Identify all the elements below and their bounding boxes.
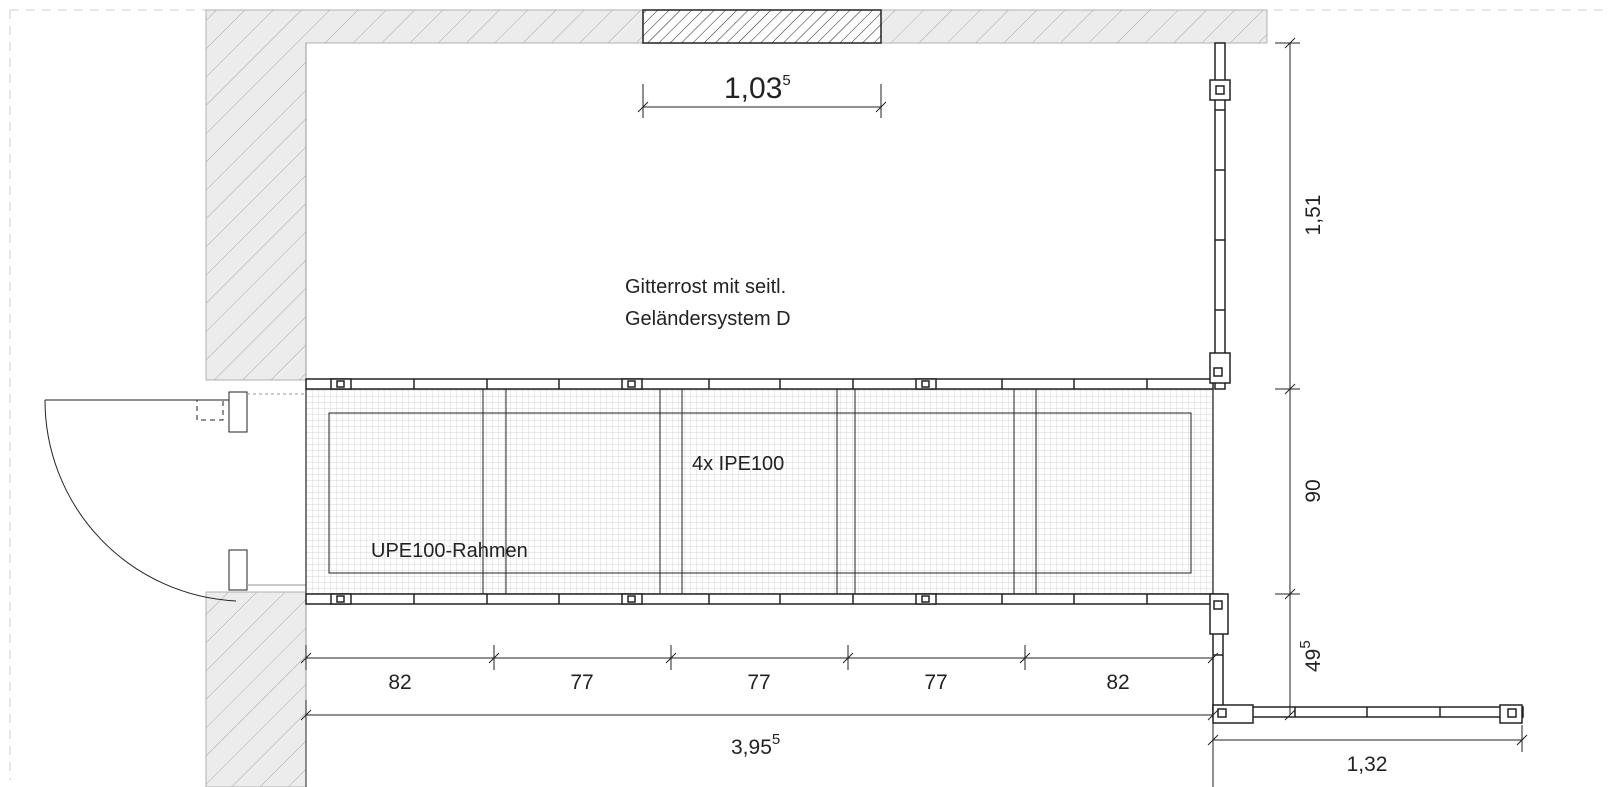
dimension-labels: 1,035 82 77 77 77 82 3,955 1,51 90 495 1… (388, 72, 1387, 776)
grating-mesh (305, 388, 1214, 595)
dim-opening: 1,035 (724, 72, 791, 105)
dim-right-upper: 1,51 (1302, 195, 1325, 236)
railing-bottom-right (1212, 704, 1524, 724)
walls (205, 9, 1268, 787)
wall-top-left-left (205, 9, 644, 381)
ipe-beams (482, 389, 1037, 594)
dim-segment: 82 (1106, 671, 1129, 694)
grating-platform (305, 378, 1214, 605)
dim-segment: 82 (388, 671, 411, 694)
upe-frame-inner (328, 412, 1192, 574)
dim-segment: 77 (747, 671, 770, 694)
dim-segment: 77 (570, 671, 593, 694)
dim-bottom-right: 1,32 (1347, 753, 1388, 776)
label-frame: UPE100-Rahmen (371, 540, 528, 562)
dimension-lines (300, 37, 1528, 787)
wall-bottom-left (205, 591, 307, 787)
railing-top (305, 378, 1214, 390)
dim-total: 3,955 (731, 731, 780, 759)
label-grating-line1: Gitterrost mit seitl. (625, 276, 786, 298)
railing-right-vertical (1209, 42, 1231, 710)
annotations: Gitterrost mit seitl. Geländersystem D 4… (371, 276, 791, 562)
door (44, 391, 306, 602)
label-grating-line2: Geländersystem D (625, 308, 791, 330)
wall-opening-hatch (642, 9, 882, 44)
door-swing-arc (44, 399, 237, 602)
dim-right-middle: 90 (1302, 479, 1325, 502)
dim-segment: 77 (924, 671, 947, 694)
railing-bottom (305, 593, 1214, 605)
wall-top-right (880, 9, 1268, 44)
dim-right-lower: 495 (1297, 640, 1325, 672)
label-beams: 4x IPE100 (692, 453, 784, 475)
